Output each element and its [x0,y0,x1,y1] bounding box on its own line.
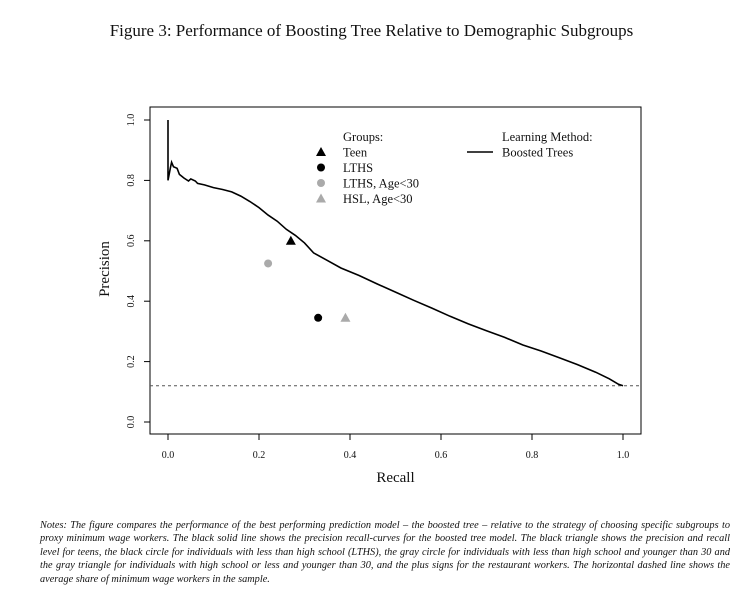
legend-groups-label: HSL, Age<30 [343,192,413,206]
marker-teen [285,235,296,245]
marker-lths-age-30 [264,259,273,268]
legend-symbol [317,179,325,187]
y-tick-label: 0.0 [126,416,137,429]
marker-hsl-age-30 [340,312,351,322]
x-tick-label: 0.8 [526,450,539,461]
legend-method-label: Boosted Trees [502,146,573,160]
legend-method: Learning Method: Boosted Trees [467,130,593,160]
marker-lths [314,313,323,322]
x-tick-label: 1.0 [617,450,630,461]
y-axis-title: Precision [97,241,113,297]
legend-groups-label: LTHS [343,161,373,175]
legend-symbol [317,163,325,172]
y-axis: 0.0 0.2 0.4 0.6 0.8 1.0 [126,114,151,429]
legend-groups-title: Groups: [343,130,383,144]
x-axis: 0.0 0.2 0.4 0.6 0.8 1.0 [162,433,630,461]
x-tick-label: 0.2 [253,450,266,461]
x-tick-label: 0.4 [344,450,357,461]
subgroup-markers [264,235,351,322]
y-tick-label: 0.6 [126,235,137,248]
x-tick-label: 0.0 [162,450,175,461]
y-tick-label: 0.4 [126,295,137,308]
figure-notes: Notes: The figure compares the performan… [40,520,730,585]
x-tick-label: 0.6 [435,450,448,461]
y-tick-label: 0.2 [126,355,137,368]
figure-title: Figure 3: Performance of Boosting Tree R… [109,21,634,40]
legend-groups-label: LTHS, Age<30 [343,177,419,191]
legend-groups-label: Teen [343,146,368,160]
precision-recall-chart: 0.0 0.2 0.4 0.6 0.8 1.0 0.0 0.2 0.4 0.6 0.8 1.0 Re… [97,106,642,486]
legend-method-title: Learning Method: [502,130,593,144]
legend-symbol [316,147,326,156]
legend-symbol [316,193,326,203]
boosted-trees-curve [167,120,624,387]
y-tick-label: 0.8 [126,174,137,187]
y-tick-label: 1.0 [126,114,137,127]
x-axis-title: Recall [376,470,414,486]
